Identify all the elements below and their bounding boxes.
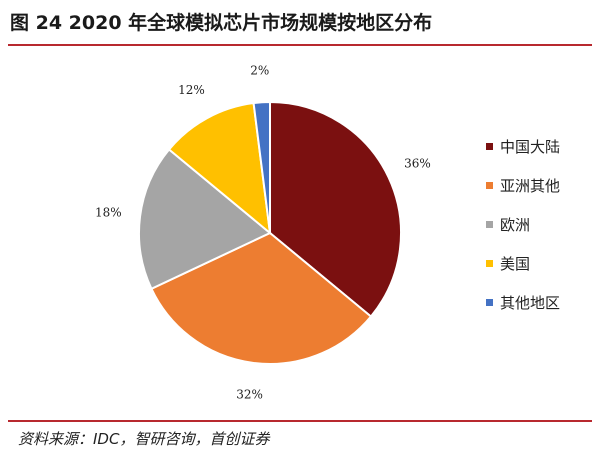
- chart-title: 图 24 2020 年全球模拟芯片市场规模按地区分布: [10, 12, 433, 34]
- slice-label-5: 2%: [250, 63, 269, 77]
- pie-slice-2: [150, 231, 373, 365]
- legend-swatch: [486, 298, 493, 306]
- legend-item-5: 其他地区: [486, 292, 594, 312]
- legend: 中国大陆亚洲其他欧洲美国其他地区: [486, 136, 594, 331]
- legend-label: 中国大陆: [500, 137, 561, 156]
- legend-label: 亚洲其他: [500, 176, 561, 195]
- legend-label: 其他地区: [500, 293, 561, 312]
- legend-item-2: 亚洲其他: [486, 175, 594, 195]
- legend-swatch: [486, 142, 493, 150]
- pie-slice-3: [138, 148, 272, 291]
- legend-swatch: [486, 181, 493, 189]
- source-divider: [8, 420, 592, 422]
- pie-slice-4: [167, 101, 272, 236]
- legend-swatch: [486, 220, 493, 228]
- slice-label-1: 36%: [404, 157, 431, 171]
- legend-swatch: [486, 259, 493, 267]
- legend-label: 美国: [500, 254, 531, 273]
- slice-label-4: 12%: [178, 83, 205, 97]
- legend-label: 欧洲: [500, 215, 531, 234]
- legend-item-1: 中国大陆: [486, 136, 594, 156]
- slice-label-3: 18%: [95, 206, 122, 220]
- legend-item-3: 欧洲: [486, 214, 594, 234]
- pie-slice-5: [252, 100, 271, 234]
- legend-item-4: 美国: [486, 253, 594, 273]
- title-divider: [8, 44, 592, 46]
- pie-slice-1: [269, 100, 402, 318]
- source-note: 资料来源：IDC，智研咨询，首创证券: [18, 430, 270, 448]
- slice-label-2: 32%: [236, 388, 263, 402]
